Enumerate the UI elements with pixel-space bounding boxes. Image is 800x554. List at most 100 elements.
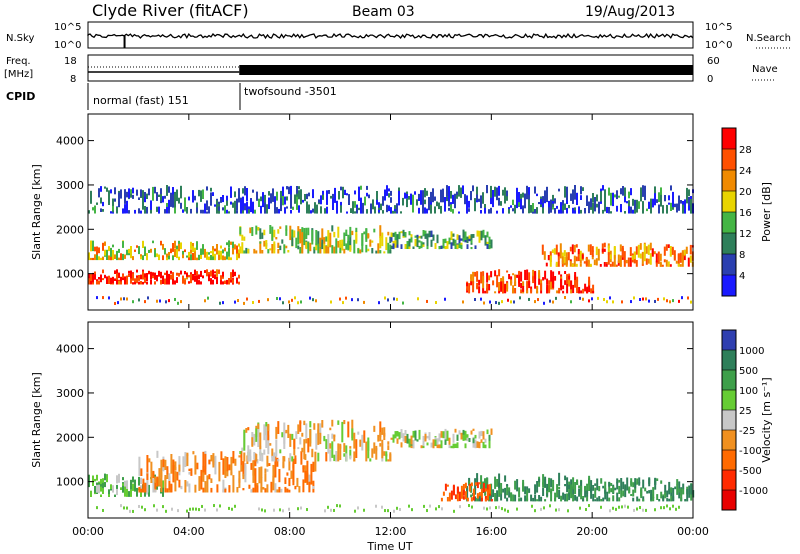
heat-cell [559, 243, 562, 255]
heat-cell [280, 190, 282, 202]
heat-cell [112, 250, 114, 259]
heat-cell [686, 489, 689, 502]
heat-cell [428, 197, 430, 211]
heat-cell [168, 280, 170, 285]
heat-cell [116, 269, 118, 274]
heat-cell [234, 300, 236, 304]
heat-cell [428, 230, 431, 238]
heat-cell [355, 439, 358, 458]
heat-cell [404, 232, 407, 238]
heat-cell [100, 208, 102, 212]
heat-cell [154, 249, 156, 258]
heat-cell [646, 490, 649, 494]
heat-cell [596, 203, 598, 208]
heat-cell [238, 281, 240, 285]
heat-cell [249, 227, 252, 234]
heat-cell [470, 274, 473, 280]
heat-cell [573, 255, 576, 267]
heat-cell [90, 240, 92, 246]
heat-cell [470, 234, 473, 245]
heat-cell [594, 197, 596, 212]
heat-cell [142, 255, 144, 261]
heat-cell [128, 248, 130, 254]
heat-cell [570, 486, 573, 499]
heat-cell [476, 497, 479, 502]
heat-cell [620, 490, 623, 498]
heat-cell [379, 236, 382, 249]
heat-cell [590, 207, 592, 210]
heat-cell [285, 429, 288, 434]
heat-cell [645, 246, 648, 254]
heat-cell [123, 297, 125, 301]
date-title: 19/Aug/2013 [585, 4, 675, 20]
heat-cell [559, 250, 562, 259]
heat-cell [126, 480, 128, 489]
heat-cell [326, 206, 328, 214]
heat-cell [331, 433, 334, 439]
heat-cell [468, 480, 471, 485]
heat-cell [452, 433, 455, 443]
heat-cell [166, 488, 169, 493]
heat-cell [164, 459, 167, 470]
freq-label-line2: [MHz] [4, 69, 33, 80]
heat-cell [677, 254, 680, 267]
heat-cell [331, 419, 334, 427]
heat-cell [206, 200, 208, 211]
heat-cell [168, 489, 171, 493]
heat-cell [291, 456, 294, 462]
heat-cell [508, 209, 510, 214]
heat-cell [564, 203, 566, 210]
heat-cell [460, 485, 463, 496]
heat-cell [638, 477, 641, 484]
heat-cell [440, 206, 442, 214]
colorbar-tick-label: -25 [739, 426, 755, 437]
heat-cell [660, 491, 663, 499]
heat-cell [114, 270, 116, 274]
heat-cell [320, 195, 322, 205]
heat-cell [430, 230, 433, 237]
heat-cell [518, 192, 520, 200]
heat-cell [319, 242, 322, 254]
freq-label-line1: Freq. [6, 56, 31, 67]
heat-cell [118, 257, 120, 261]
heat-cell [664, 484, 667, 493]
heat-cell [220, 275, 222, 281]
heat-cell [624, 194, 626, 203]
heat-cell [126, 280, 128, 285]
heat-cell [195, 507, 197, 511]
heat-cell [154, 186, 156, 194]
heat-cell [219, 504, 221, 508]
heat-cell [284, 486, 287, 493]
heat-cell [678, 481, 681, 490]
heat-cell [456, 194, 458, 199]
heat-cell [188, 274, 190, 278]
heat-cell [678, 488, 681, 493]
heat-cell [308, 192, 310, 197]
heat-cell [370, 203, 372, 214]
heat-cell [256, 191, 258, 201]
heat-cell [608, 482, 611, 487]
heat-cell [96, 280, 98, 285]
heat-cell [216, 269, 218, 277]
heat-cell [263, 240, 266, 247]
heat-cell [468, 200, 470, 208]
heat-cell [299, 437, 302, 445]
heat-cell [620, 188, 622, 195]
heat-cell [248, 209, 250, 214]
colorbar-tick-label: 100 [739, 386, 758, 397]
heat-cell [568, 481, 571, 497]
heat-cell [578, 488, 581, 497]
heat-cell [184, 280, 186, 285]
heat-cell [670, 185, 672, 191]
heat-cell [327, 505, 329, 509]
heat-cell [261, 452, 264, 462]
heat-cell [258, 198, 260, 207]
heat-cell [626, 201, 628, 204]
heat-cell [424, 232, 427, 239]
heat-cell [594, 499, 597, 502]
cpid-strip: CPID normal (fast) 151 twofsound -3501 [6, 83, 337, 110]
heat-cell [558, 486, 561, 490]
heat-cell [647, 258, 650, 264]
heat-cell [578, 206, 580, 214]
heat-cell [276, 207, 278, 214]
